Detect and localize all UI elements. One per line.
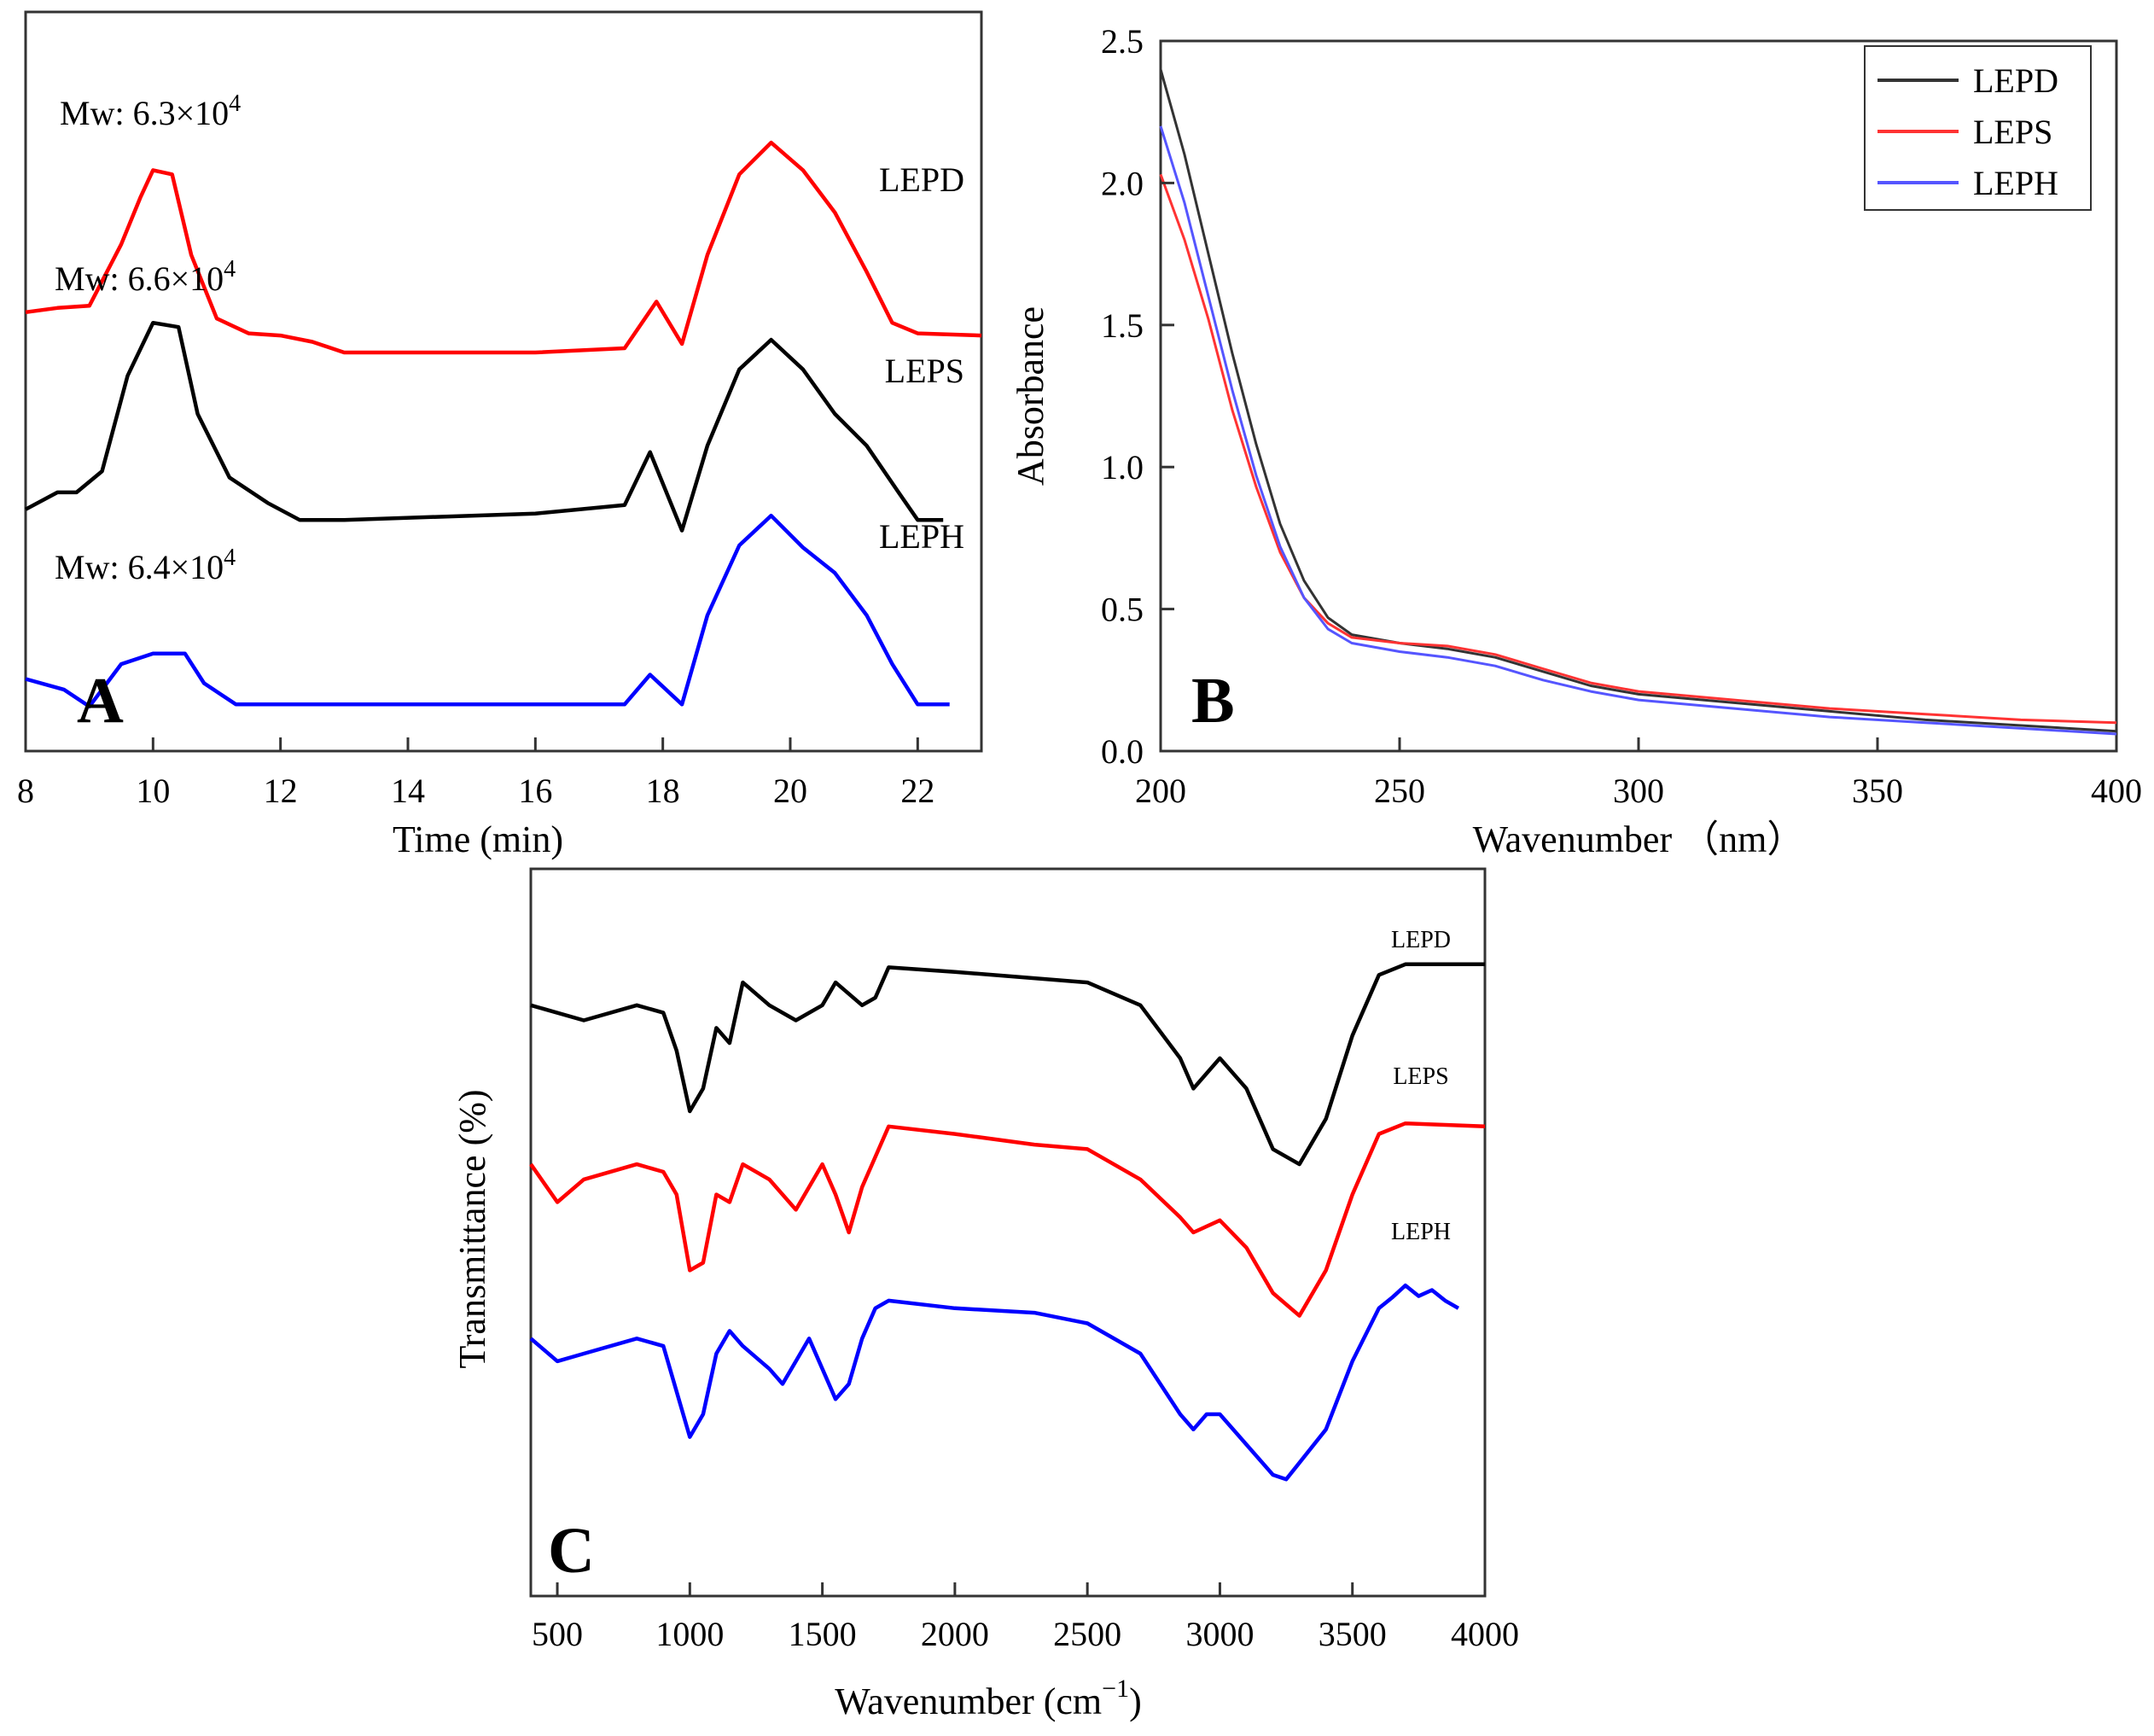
panel-c-line-leph [529, 1283, 1460, 1482]
panel-b-y-tick-label: 2.0 [1101, 164, 1144, 202]
panel-b-legend: LEPD LEPS LEPH [1864, 45, 2092, 211]
panel-a-x-tick-label: 20 [773, 772, 807, 810]
panel-b-y-tick-label: 1.0 [1101, 448, 1144, 486]
panel-c: 500 1000 1500 2000 2500 3000 3500 4000 LEPD LEPS… [451, 867, 1519, 1722]
panel-c-line-lepd [530, 962, 1485, 1167]
panel-a-x-ticks: 8 10 12 14 16 18 20 22 [17, 737, 934, 810]
panel-a-series-label-leps: LEPS [885, 352, 964, 390]
panel-c-y-title: Transmittance (%) [451, 1089, 493, 1368]
panel-c-x-tick-label: 3500 [1319, 1615, 1387, 1653]
panel-a-mw-text: Mw: 6.4×10 [55, 548, 224, 586]
panel-a-x-tick-label: 10 [136, 772, 170, 810]
panel-a-series [24, 140, 982, 709]
panel-c-series-label-leps: LEPS [1393, 1063, 1448, 1090]
panel-a-line-lepd [25, 140, 982, 355]
panel-c-x-tick-label: 1500 [789, 1615, 857, 1653]
panel-b-x-tick-label: 350 [1852, 772, 1903, 810]
panel-a-mw-annotation-leph: Mw: 6.4×104 [55, 545, 236, 586]
panel-c-x-tick-label: 1000 [655, 1615, 724, 1653]
panel-a-letter: A [77, 665, 124, 737]
panel-a-x-tick-label: 12 [264, 772, 298, 810]
panel-c-line-leps [529, 1121, 1486, 1318]
panel-c-letter: C [548, 1515, 595, 1587]
panel-b-y-tick-label: 2.5 [1101, 22, 1144, 61]
panel-b-series [1159, 68, 2117, 736]
panel-c-x-title-main: Wavenumber (cm [835, 1681, 1102, 1722]
panel-b: 200 250 300 350 400 0.0 0.5 1.0 1.5 2.0 2.5 B Wav… [1010, 22, 2142, 860]
panel-b-y-title: Absorbance [1010, 306, 1051, 486]
panel-a-mw-annotation-leps: Mw: 6.6×104 [55, 256, 236, 298]
panel-a-mw-exponent: 4 [229, 90, 241, 117]
panel-c-x-tick-label: 4000 [1451, 1615, 1519, 1653]
panel-b-y-tick-label: 0.5 [1101, 591, 1144, 629]
panel-b-letter: B [1191, 665, 1235, 737]
panel-a-frame [24, 10, 983, 753]
panel-a-mw-text: Mw: 6.6×10 [55, 259, 224, 298]
panel-b-x-tick-label: 250 [1374, 772, 1425, 810]
panel-c-x-title-sup: −1 [1102, 1675, 1129, 1703]
panel-a-mw-annotation-lepd: Mw: 6.3×104 [60, 90, 241, 132]
panel-b-x-tick-label: 300 [1613, 772, 1664, 810]
panel-b-line-leph [1159, 125, 2117, 736]
panel-c-x-ticks: 500 1000 1500 2000 2500 3000 3500 4000 [532, 1582, 1519, 1653]
panel-c-x-title-end: ) [1129, 1681, 1142, 1722]
panel-c-x-tick-label: 3000 [1185, 1615, 1254, 1653]
panel-b-x-title: Wavenumber （nm） [1473, 818, 1805, 860]
panel-a-line-leps [24, 320, 944, 533]
panel-c-x-tick-label: 500 [532, 1615, 583, 1653]
panel-c-series-label-leph: LEPH [1391, 1219, 1451, 1245]
panel-a-mw-exponent: 4 [224, 545, 236, 571]
panel-b-y-ticks: 0.0 0.5 1.0 1.5 2.0 2.5 [1101, 22, 1174, 771]
panel-a-series-label-lepd: LEPD [879, 160, 964, 199]
panel-b-line-leps [1159, 173, 2117, 725]
panel-c-x-tick-label: 2500 [1053, 1615, 1121, 1653]
panel-a-mw-exponent: 4 [224, 256, 236, 283]
panel-a-mw-text: Mw: 6.3×10 [60, 94, 229, 132]
panel-b-legend-label-leph: LEPH [1973, 164, 2058, 202]
panel-b-x-tick-label: 400 [2091, 772, 2142, 810]
panel-a-line-leph [25, 513, 950, 709]
panel-b-x-tick-label: 200 [1135, 772, 1186, 810]
panel-c-x-title: Wavenumber (cm−1) [835, 1675, 1141, 1722]
panel-c-series-labels: LEPD LEPS LEPH [1391, 927, 1451, 1245]
panel-b-line-lepd [1159, 68, 2117, 733]
panel-b-legend-label-leps: LEPS [1973, 113, 2052, 151]
panel-a-x-tick-label: 22 [900, 772, 934, 810]
panel-c-x-tick-label: 2000 [921, 1615, 989, 1653]
panel-a-x-title: Time (min) [393, 818, 563, 860]
panel-a-series-label-leph: LEPH [879, 517, 964, 556]
panel-c-frame [529, 867, 1487, 1598]
panel-a-x-tick-label: 8 [17, 772, 34, 810]
panel-c-series [529, 962, 1486, 1482]
panel-a-x-tick-label: 16 [518, 772, 552, 810]
panel-c-series-label-lepd: LEPD [1391, 927, 1451, 953]
panel-a-x-tick-label: 18 [646, 772, 680, 810]
panel-b-y-tick-label: 1.5 [1101, 306, 1144, 345]
panel-b-y-tick-label: 0.0 [1101, 732, 1144, 771]
panel-b-x-ticks: 200 250 300 350 400 [1135, 737, 2142, 810]
panel-b-legend-label-lepd: LEPD [1973, 61, 2058, 100]
panel-a-x-tick-label: 14 [391, 772, 425, 810]
